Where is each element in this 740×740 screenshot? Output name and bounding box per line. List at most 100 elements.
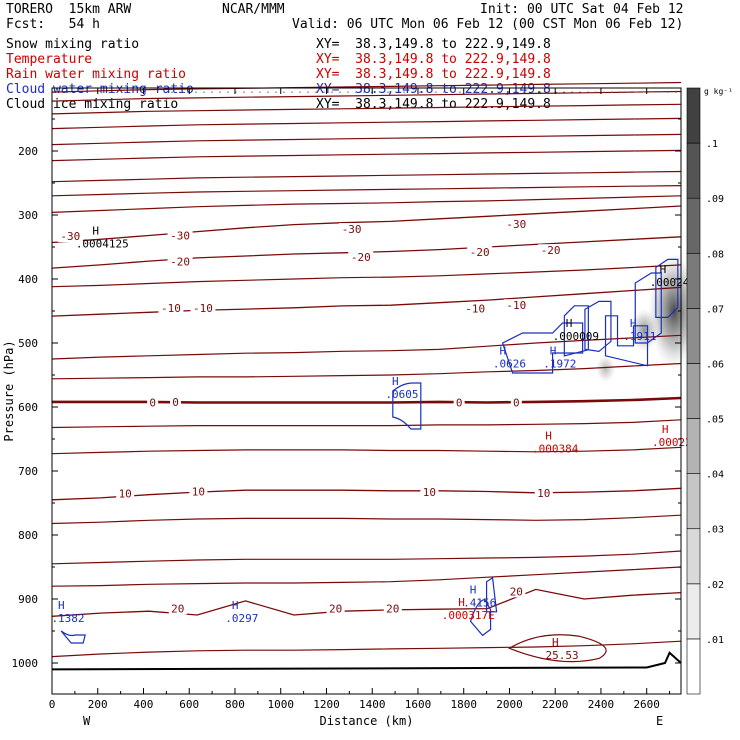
extremum-value: .000009 xyxy=(553,330,599,343)
field-xy-snow: XY= 38.3,149.8 to 222.9,149.8 xyxy=(316,37,551,52)
colorbar-segment xyxy=(686,638,701,695)
x-axis-label: Distance (km) xyxy=(320,714,414,728)
colorbar-segment xyxy=(686,363,701,419)
isotherm-label: -30 xyxy=(342,223,362,236)
extremum-h-marker: H xyxy=(392,375,399,388)
isotherm-label-bg xyxy=(167,255,193,268)
isotherm xyxy=(51,133,682,146)
isotherm xyxy=(51,103,682,115)
colorbar-segment xyxy=(686,308,701,364)
isotherm-label: 20 xyxy=(329,603,342,616)
y-axis-label: Pressure (hPa) xyxy=(2,340,16,441)
isotherm-label-bg xyxy=(116,487,135,500)
colorbar-label: .05 xyxy=(706,415,724,426)
isotherm-label-bg xyxy=(190,301,216,314)
colorbar-segment xyxy=(686,583,701,640)
isotherm xyxy=(51,117,682,130)
isotherm-label: -10 xyxy=(193,302,213,315)
field-label-cloud-water: Cloud water mixing ratio xyxy=(6,82,194,97)
isotherm-label: 0 xyxy=(172,396,179,409)
y-tick-label: 700 xyxy=(18,465,38,478)
y-tick-label: 1000 xyxy=(12,657,39,670)
isotherm-label-bg xyxy=(453,396,465,409)
cloud-water-contour xyxy=(485,576,498,613)
colorbar-segment xyxy=(686,528,701,585)
x-tick-label: 0 xyxy=(49,698,56,711)
isotherm-label-bg xyxy=(510,396,522,409)
x-tick-label: 1200 xyxy=(313,698,340,711)
extremum-value: .4156 xyxy=(463,597,496,610)
isotherm-label-bg xyxy=(167,229,193,242)
valid-time: Valid: 06 UTC Mon 06 Feb 12 (00 CST Mon … xyxy=(292,17,684,32)
isotherm xyxy=(51,149,682,162)
isotherm xyxy=(51,362,682,380)
y-tick-label: 500 xyxy=(18,337,38,350)
snow-shading xyxy=(595,354,616,383)
isotherm-label-bg xyxy=(170,395,182,408)
isotherm-label: 20 xyxy=(171,603,184,616)
extremum-value: .000384 xyxy=(532,442,579,455)
colorbar-segment xyxy=(686,87,701,144)
isotherm xyxy=(51,185,682,197)
extremum-h-marker: H xyxy=(470,584,477,597)
colorbar-label: .09 xyxy=(706,194,724,205)
isotherm-label: -20 xyxy=(170,256,190,269)
isotherm-label: 0 xyxy=(456,397,463,410)
isotherm xyxy=(51,195,682,213)
isotherm-label-bg xyxy=(462,302,488,315)
y-tick-label: 600 xyxy=(18,401,38,414)
cloud-water-contour xyxy=(563,305,589,357)
cloud-water-contour xyxy=(60,630,86,644)
terrain-line xyxy=(51,651,682,671)
isotherm-label-bg xyxy=(503,217,529,230)
isotherm-label-bg xyxy=(147,396,159,409)
isotherm-20 xyxy=(51,588,682,617)
field-label-temperature: Temperature xyxy=(6,52,93,67)
extremum-h-marker: H xyxy=(58,599,65,612)
cloud-water-contour xyxy=(469,598,492,637)
isotherm xyxy=(51,81,682,93)
extremum-h-marker: H xyxy=(550,344,557,357)
cloud-water-contour xyxy=(604,315,649,367)
x-tick-label: 800 xyxy=(225,698,245,711)
isotherm-label-bg xyxy=(534,486,553,499)
field-xy-rain: XY= 38.3,149.8 to 222.9,149.8 xyxy=(316,67,551,82)
isotherm xyxy=(51,90,682,102)
isotherm-label: -10 xyxy=(465,302,485,315)
center-name: NCAR/MMM xyxy=(222,2,285,17)
extremum-h-marker: H xyxy=(662,423,669,436)
isotherm-label: 10 xyxy=(423,486,436,499)
field-label-snow: Snow mixing ratio xyxy=(6,37,140,52)
colorbar-segment xyxy=(686,418,701,474)
field-xy-temperature: XY= 38.3,149.8 to 222.9,149.8 xyxy=(316,52,551,67)
cloud-water-contour xyxy=(501,322,584,374)
extremum-value: .0626 xyxy=(493,357,526,370)
snow-shading xyxy=(630,308,659,353)
isotherm xyxy=(51,170,682,183)
isotherm-label-bg xyxy=(189,485,208,498)
isotherm-label: -30 xyxy=(506,218,526,231)
x-tick-label: 2600 xyxy=(633,698,660,711)
isotherm-label: 10 xyxy=(192,485,205,498)
extremum-value: .0004125 xyxy=(76,238,129,251)
isotherm-label: 20 xyxy=(510,585,523,598)
cloud-water-contour xyxy=(584,300,612,353)
extremum-h-marker: H xyxy=(660,263,667,276)
west-label: W xyxy=(83,714,91,728)
extremum-value: .1911 xyxy=(623,330,656,343)
isotherm-label-bg xyxy=(326,602,345,615)
isotherm-label: 10 xyxy=(537,487,550,500)
colorbar-segment xyxy=(686,197,701,254)
isotherm xyxy=(51,264,682,288)
field-label-rain: Rain water mixing ratio xyxy=(6,67,187,82)
x-tick-label: 600 xyxy=(179,698,199,711)
isotherm xyxy=(51,334,682,360)
colorbar-segment xyxy=(686,473,701,530)
isotherm-label: -30 xyxy=(60,230,80,243)
x-tick-label: 1800 xyxy=(450,698,477,711)
isotherm-label-bg xyxy=(158,301,184,314)
isotherm-label: 0 xyxy=(513,397,520,410)
x-tick-label: 2000 xyxy=(496,698,523,711)
colorbar-label: .02 xyxy=(706,580,724,591)
